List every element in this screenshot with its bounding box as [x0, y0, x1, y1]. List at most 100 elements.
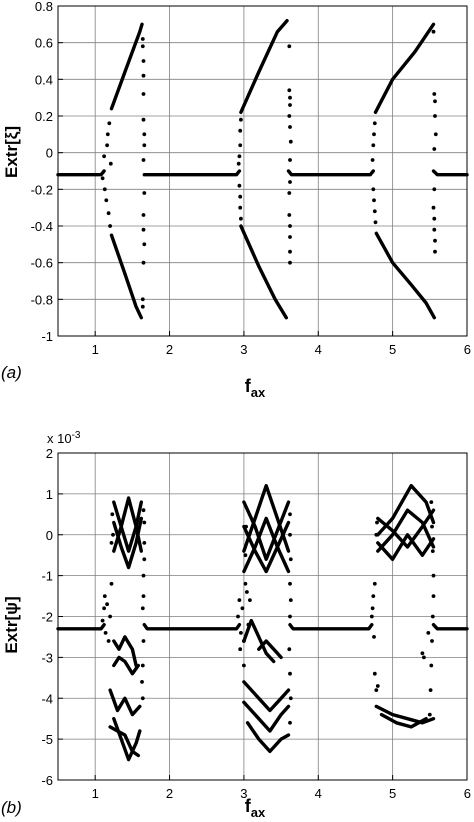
panel-a-data-point-44 [288, 224, 292, 228]
panel-a-data-point-5 [107, 121, 112, 126]
panel-b-data-line-13 [242, 484, 291, 553]
panel-b-data-line-17 [257, 639, 283, 660]
panel-a-data-point-40 [288, 125, 292, 129]
panel-a-data-point-17 [142, 143, 147, 148]
panel-a-data-point-25 [142, 191, 147, 195]
panel-b-y-exponent-base: x 10 [47, 431, 72, 446]
panel-a-x-tick-label-4: 5 [389, 342, 396, 357]
panel-a-data-point-65 [432, 216, 437, 221]
panel-a-data-point-69 [432, 187, 437, 192]
panel-b-tag: (b) [1, 798, 22, 817]
panel-a-y-tick-label-3: -0.4 [31, 219, 53, 234]
panel-a-x-axis-label-main: f [245, 376, 252, 396]
panel-a-x-tick-label-1: 2 [166, 342, 173, 357]
panel-b-data-point-0 [100, 618, 105, 623]
panel-b-data-line-16 [242, 618, 276, 664]
panel-a-x-tick-label-5: 6 [464, 342, 471, 357]
panel-b-x-tick-label-0: 1 [92, 786, 99, 801]
panel-b-y-exponent: x 10-3 [47, 430, 81, 446]
panel-b-data-point-48 [372, 635, 376, 639]
panel-a-data-point-19 [141, 213, 146, 217]
panel-a-y-tick-label-8: 0.6 [35, 36, 53, 51]
panel-b-x-tick-label-1: 2 [166, 786, 173, 801]
panel-b-data-point-1 [102, 606, 106, 611]
panel-b-data-point-21 [141, 594, 146, 598]
panel-b-data-point-67 [426, 631, 431, 635]
panel-b-data-point-27 [243, 581, 248, 586]
panel-a-data-point-14 [141, 92, 146, 96]
panel-b-data-point-46 [370, 606, 375, 611]
panel-a-data-line-0 [56, 169, 106, 177]
panel-a-data-line-6 [239, 19, 289, 114]
panel-b-y-tick-label-1: -5 [41, 732, 53, 747]
panel-a-y-tick-label-6: 0.2 [35, 109, 53, 124]
panel-b-data-point-7 [109, 581, 114, 586]
panel-b-data-line-24 [376, 533, 436, 561]
panel-a-data-point-21 [142, 242, 147, 247]
panel-a-data-point-41 [288, 139, 293, 144]
panel-b-data-point-19 [140, 680, 144, 684]
panel-a-data-point-29 [238, 128, 243, 133]
panel-b-data-line-9 [108, 688, 142, 717]
panel-b-data-line-12 [242, 500, 291, 561]
panel-a-x-axis-label: fax [245, 376, 266, 400]
panel-b-data-point-52 [372, 671, 377, 676]
panel-a-data-point-28 [238, 143, 243, 148]
panel-a-chart: -1 -0.8 -0.6 -0.4 -0.2 0 0.2 0.4 0.6 0.8 1 2 3 4 5 6 E… [1, 0, 471, 400]
panel-b-data-point-57 [430, 549, 435, 553]
panel-b-y-exponent-power: -3 [72, 430, 81, 441]
panel-a-data-line-7 [239, 224, 288, 320]
panel-b-data-point-12 [142, 520, 147, 525]
panel-b-data-point-65 [420, 651, 425, 656]
panel-b-data-line-25 [374, 704, 436, 725]
panel-a-data-point-46 [288, 249, 292, 254]
panel-a-x-tick-label-0: 1 [92, 342, 99, 357]
panel-a-x-tick-label-2: 3 [240, 342, 247, 357]
panel-b-data-point-44 [288, 720, 292, 725]
panel-b-data-point-20 [140, 696, 145, 701]
panel-a-data-point-42 [288, 158, 292, 162]
panel-b-data-point-31 [238, 647, 243, 652]
panel-a-data-point-9 [105, 143, 109, 148]
panel-b-data-point-59 [431, 594, 436, 598]
panel-a-data-point-18 [141, 158, 146, 162]
panel-b-data-point-22 [236, 614, 240, 619]
panel-a-data-point-61 [433, 114, 437, 118]
panel-a-data-point-8 [102, 154, 106, 159]
panel-b-data-line-7 [112, 635, 138, 668]
panel-b-data-point-3 [105, 602, 109, 607]
panel-b-data-line-22 [376, 508, 436, 553]
panel-b-y-tick-label-4: -2 [41, 610, 53, 625]
panel-b-data-point-9 [110, 512, 115, 517]
panel-a-data-point-49 [288, 180, 292, 184]
panel-b-data-point-26 [242, 639, 246, 643]
panel-a-data-point-24 [141, 260, 146, 265]
panel-b-data-line-21 [376, 508, 436, 549]
panel-b-data-point-29 [246, 622, 251, 627]
panel-b-data-point-50 [374, 532, 379, 537]
panel-b-y-tick-label-3: -3 [41, 650, 53, 665]
panel-a-data-point-55 [372, 198, 376, 203]
panel-a-data-line-8 [373, 22, 436, 114]
panel-b-data-point-38 [288, 581, 292, 586]
panel-a-data-point-64 [431, 205, 436, 210]
panel-b-x-axis-label-main: f [245, 796, 252, 816]
panel-b-data-point-49 [372, 581, 377, 586]
panel-b-data-point-60 [430, 614, 435, 619]
panel-a-data-point-31 [237, 183, 242, 188]
panel-a-data-point-33 [238, 205, 243, 210]
panel-a-y-tick-label-7: 0.4 [35, 72, 53, 87]
panel-a-data-point-36 [287, 88, 292, 93]
panel-a-data-point-45 [288, 235, 292, 239]
panel-a-data-point-1 [102, 187, 107, 192]
panel-b-data-point-56 [430, 524, 434, 529]
panel-a-data-point-47 [288, 260, 292, 265]
panel-b-data-line-1 [142, 623, 242, 631]
panel-b-data-point-11 [141, 508, 146, 513]
panel-a-data-point-4 [106, 211, 111, 216]
panel-a-data-point-23 [140, 304, 145, 309]
panel-a-data-point-60 [433, 99, 437, 104]
panel-b-data-line-14 [242, 520, 291, 574]
panel-b-data-line-19 [242, 700, 291, 733]
